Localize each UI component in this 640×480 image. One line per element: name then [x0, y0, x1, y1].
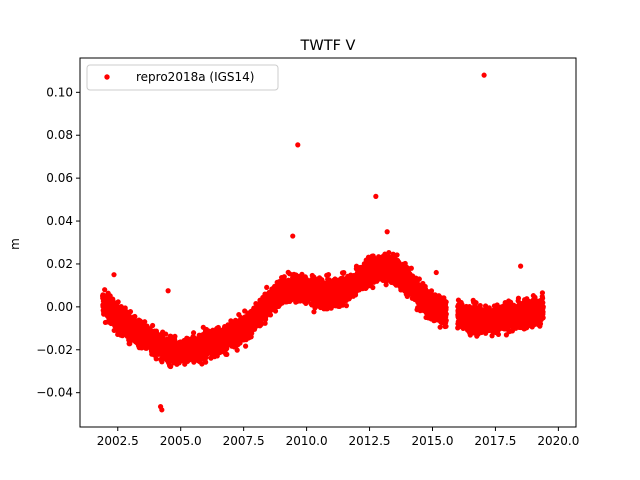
- data-point: [443, 323, 449, 329]
- data-point: [163, 331, 169, 337]
- data-point: [224, 351, 230, 357]
- data-point: [370, 284, 376, 291]
- data-point: [197, 357, 204, 363]
- data-point: [394, 252, 400, 258]
- data-point: [172, 333, 178, 340]
- data-point: [325, 271, 332, 278]
- data-point: [102, 287, 108, 293]
- y-axis-label: m: [8, 238, 22, 250]
- data-point: [443, 311, 449, 317]
- data-point: [203, 359, 209, 365]
- data-point: [115, 299, 121, 305]
- data-point: [242, 343, 249, 349]
- data-point: [428, 288, 435, 294]
- data-point: [190, 330, 197, 336]
- data-point: [443, 304, 449, 311]
- data-point: [341, 270, 347, 276]
- data-point: [234, 347, 240, 353]
- data-point: [132, 313, 138, 320]
- data-point: [416, 276, 422, 282]
- data-point: [272, 308, 279, 314]
- data-point: [142, 319, 148, 325]
- data-point: [408, 265, 414, 271]
- data-point: [127, 341, 133, 347]
- data-point: [153, 356, 159, 362]
- data-point: [262, 320, 268, 326]
- data-point: [267, 312, 274, 318]
- data-point: [311, 309, 317, 315]
- data-point: [168, 363, 174, 370]
- data-point: [343, 303, 350, 309]
- data-point: [264, 284, 270, 291]
- data-point: [150, 322, 156, 329]
- data-points: [100, 249, 546, 370]
- chart-title: TWTF V: [300, 38, 356, 54]
- data-point: [443, 317, 449, 324]
- data-point: [127, 309, 134, 315]
- data-point: [443, 299, 449, 305]
